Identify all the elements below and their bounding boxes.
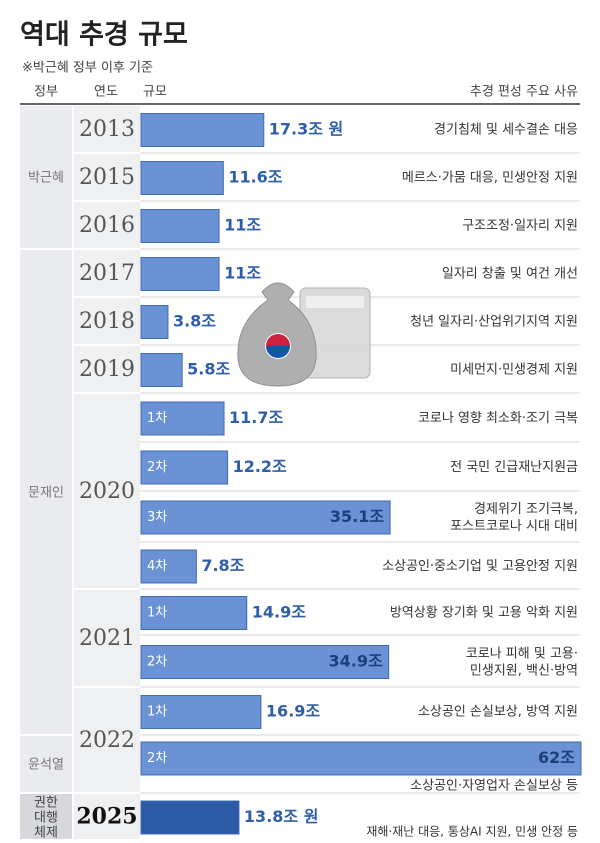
reason-label: 일자리 창출 및 여건 개선: [442, 267, 578, 282]
emblem-top: [266, 334, 290, 346]
bar: [140, 209, 220, 243]
year-cell: [74, 202, 140, 248]
reason-label: 미세먼지·민생경제 지원: [450, 363, 578, 378]
government-label: 권한 대행 체제: [34, 795, 58, 840]
round-label: 1차: [147, 606, 167, 621]
year-label: 2015: [79, 165, 135, 190]
value-label: 34.9조: [328, 652, 382, 671]
year-cell: [74, 106, 140, 152]
government-cell: [20, 794, 72, 839]
reason-label: 소상공인·중소기업 및 고용안정 지원: [382, 559, 578, 574]
value-label: 13.8조 원: [244, 807, 319, 826]
year-cell: [74, 794, 140, 839]
bar: [140, 800, 240, 835]
bar: [140, 596, 248, 630]
round-label: 4차: [147, 559, 167, 574]
year-label: 2016: [79, 213, 135, 238]
government-cell: [20, 250, 72, 734]
year-cell: [74, 250, 140, 296]
bar: [140, 450, 229, 485]
year-label: 2019: [79, 357, 135, 382]
bar: [140, 500, 391, 535]
year-cell: [74, 346, 140, 392]
bar: [140, 549, 197, 584]
year-label: 2017: [79, 261, 135, 286]
round-label: 2차: [147, 460, 167, 475]
bar: [140, 695, 262, 729]
value-label: 35.1조: [330, 507, 384, 526]
bar: [140, 741, 582, 776]
reason-label: 메르스·가뭄 대응, 민생안정 지원: [402, 171, 578, 186]
reason-label: 재해·재난 대응, 통상AI 지원, 민생 안정 등: [366, 825, 578, 839]
government-cell: [20, 106, 72, 248]
reason-label: 소상공인·자영업자 손실보상 등: [410, 779, 578, 794]
year-label: 2013: [79, 117, 135, 142]
reason-label: 코로나 영향 최소화·조기 극복: [418, 411, 578, 426]
year-cell: [74, 394, 140, 588]
bar: [140, 257, 220, 291]
reason-label: 코로나 피해 및 고용· 민생지원, 백신·방역: [466, 646, 578, 678]
money-icon: [237, 282, 371, 387]
column-header: 규모: [143, 85, 167, 100]
value-label: 14.9조: [252, 603, 306, 622]
year-cell: [74, 688, 140, 792]
reason-label: 청년 일자리·산업위기지역 지원: [410, 315, 578, 330]
year-label: 2025: [76, 804, 137, 830]
value-label: 11.7조: [229, 408, 283, 427]
bar: [140, 113, 265, 147]
round-label: 1차: [147, 705, 167, 720]
chart-subtitle: ※박근혜 정부 이후 기준: [22, 61, 153, 76]
bar: [140, 353, 183, 387]
value-label: 3.8조: [173, 312, 216, 331]
value-label: 17.3조 원: [269, 120, 344, 139]
chart-title: 역대 추경 규모: [20, 20, 188, 51]
column-header: 연도: [94, 85, 118, 100]
year-label: 2022: [79, 728, 135, 753]
value-label: 5.8조: [187, 360, 230, 379]
year-cell: [74, 154, 140, 200]
round-label: 2차: [147, 751, 167, 766]
round-label: 2차: [147, 655, 167, 670]
round-label: 3차: [147, 510, 167, 525]
reason-label: 전 국민 긴급재난지원금: [450, 460, 578, 475]
bar: [140, 161, 224, 195]
reason-label: 구조조정·일자리 지원: [462, 219, 578, 234]
column-header: 정부: [34, 85, 58, 100]
value-label: 62조: [538, 748, 575, 767]
emblem-bottom: [266, 346, 290, 358]
value-label: 11.6조: [228, 168, 282, 187]
government-cell: [20, 736, 72, 792]
column-header: 추경 편성 주요 사유: [470, 85, 578, 100]
value-label: 7.8조: [201, 556, 244, 575]
government-label: 박근혜: [28, 171, 64, 186]
reason-label: 방역상황 장기화 및 고용 악화 지원: [390, 606, 578, 621]
government-label: 윤석열: [28, 758, 64, 773]
value-label: 11조: [224, 264, 261, 283]
value-label: 12.2조: [233, 457, 287, 476]
bill: [306, 296, 364, 308]
value-label: 11조: [224, 216, 261, 235]
year-label: 2020: [79, 479, 135, 504]
bar: [140, 401, 225, 436]
bar: [140, 645, 390, 679]
value-label: 16.9조: [266, 702, 320, 721]
reason-label: 소상공인 손실보상, 방역 지원: [418, 705, 578, 720]
year-cell: [74, 590, 140, 686]
bar: [140, 305, 169, 339]
year-label: 2021: [79, 626, 135, 651]
reason-label: 경제위기 조기극복, 포스트코로나 시대 대비: [450, 502, 578, 534]
year-label: 2018: [79, 309, 135, 334]
reason-label: 경기침체 및 세수결손 대응: [434, 123, 578, 138]
round-label: 1차: [147, 411, 167, 426]
government-label: 문재인: [28, 486, 64, 501]
year-cell: [74, 298, 140, 344]
